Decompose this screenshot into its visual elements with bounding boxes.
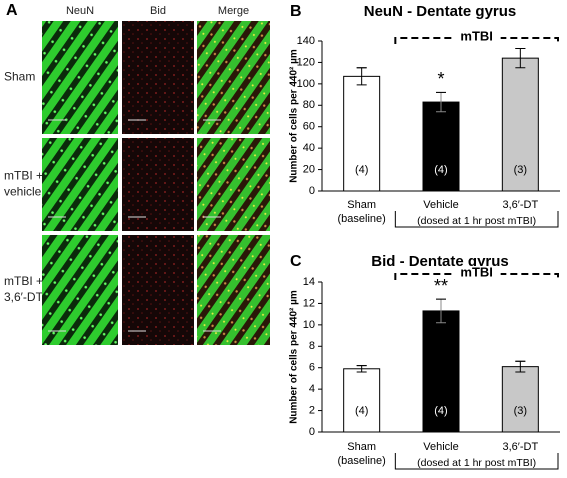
group-note: (dosed at 1 hr post mTBI) bbox=[417, 457, 536, 469]
column-header: Bid bbox=[150, 5, 166, 17]
y-tick-label: 120 bbox=[297, 56, 315, 68]
y-tick-label: 0 bbox=[309, 185, 315, 197]
y-tick-label: 100 bbox=[297, 78, 315, 90]
y-tick-label: 4 bbox=[309, 383, 315, 395]
micrograph bbox=[197, 21, 270, 134]
group-note: (dosed at 1 hr post mTBI) bbox=[417, 215, 536, 227]
n-label: (4) bbox=[355, 164, 368, 176]
y-tick-label: 0 bbox=[309, 426, 315, 438]
y-tick-label: 80 bbox=[303, 99, 315, 111]
micrograph bbox=[122, 138, 194, 231]
micrograph bbox=[42, 21, 118, 134]
y-tick-label: 6 bbox=[309, 362, 315, 374]
column-header: Merge bbox=[218, 5, 249, 17]
bar bbox=[343, 75, 381, 192]
y-tick-label: 2 bbox=[309, 404, 315, 416]
panel-letter: B bbox=[290, 3, 302, 20]
y-axis-label: Number of cells per 440² µm bbox=[289, 290, 300, 424]
y-axis-label: Number of cells per 440² µm bbox=[289, 49, 300, 183]
y-tick-label: 140 bbox=[297, 35, 315, 47]
significance: * bbox=[437, 69, 444, 89]
x-tick-label: 3,6′-DT bbox=[502, 199, 538, 211]
y-tick-label: 10 bbox=[303, 319, 315, 331]
row-label: 3,6′-DT bbox=[4, 290, 44, 304]
panel-letter: C bbox=[290, 253, 302, 270]
y-tick-label: 40 bbox=[303, 142, 315, 154]
n-label: (3) bbox=[514, 405, 527, 417]
x-tick-label: Sham (baseline) bbox=[338, 199, 386, 225]
y-tick-label: 20 bbox=[303, 163, 315, 175]
micrograph bbox=[42, 138, 118, 231]
significance: ** bbox=[434, 276, 448, 296]
micrograph bbox=[122, 235, 194, 345]
micrograph bbox=[42, 235, 118, 345]
micrograph bbox=[197, 235, 270, 345]
n-label: (3) bbox=[514, 164, 527, 176]
y-tick-label: 8 bbox=[309, 340, 315, 352]
row-label: vehicle bbox=[4, 185, 42, 199]
row-label: mTBI + bbox=[4, 274, 43, 288]
panel-letter: A bbox=[6, 2, 18, 19]
micrograph bbox=[122, 21, 194, 134]
x-tick-label: Sham (baseline) bbox=[338, 441, 386, 467]
note-bracket bbox=[394, 211, 559, 228]
group-bracket bbox=[394, 37, 559, 44]
x-tick-label: Vehicle bbox=[423, 199, 458, 211]
n-label: (4) bbox=[355, 405, 368, 417]
group-label-bg bbox=[452, 30, 501, 44]
y-tick-label: 60 bbox=[303, 121, 315, 133]
bar bbox=[343, 368, 381, 433]
x-tick-label: Vehicle bbox=[423, 441, 458, 453]
bar bbox=[422, 310, 460, 433]
column-header: NeuN bbox=[66, 5, 94, 17]
group-label: mTBI bbox=[460, 264, 493, 279]
group-bracket bbox=[394, 273, 559, 280]
row-label: Sham bbox=[4, 70, 35, 84]
group-label-bg bbox=[452, 266, 501, 280]
bar bbox=[501, 366, 539, 433]
y-tick-label: 14 bbox=[303, 276, 315, 288]
bar bbox=[501, 57, 539, 192]
note-bracket bbox=[394, 453, 559, 470]
n-label: (4) bbox=[434, 164, 447, 176]
y-tick-label: 12 bbox=[303, 297, 315, 309]
group-label: mTBI bbox=[460, 28, 493, 43]
micrograph bbox=[197, 138, 270, 231]
bar bbox=[422, 101, 460, 192]
chart-title: Bid - Dentate gyrus bbox=[371, 253, 509, 270]
row-label: mTBI + bbox=[4, 169, 43, 183]
chart-title: NeuN - Dentate gyrus bbox=[364, 3, 517, 20]
x-tick-label: 3,6′-DT bbox=[502, 441, 538, 453]
n-label: (4) bbox=[434, 405, 447, 417]
